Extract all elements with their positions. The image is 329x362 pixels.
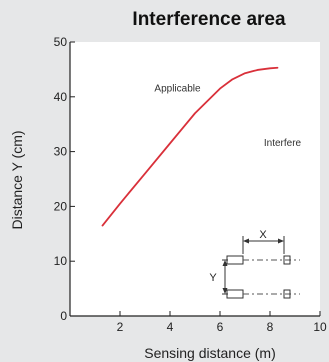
series-line <box>101 66 279 227</box>
y-dimension-label: Y <box>209 272 217 284</box>
x-axis-label: Sensing distance (m) <box>144 345 276 361</box>
annotation-layer: Applicable Interfere <box>154 83 301 149</box>
y-tick-label: 40 <box>54 90 68 104</box>
series-layer <box>101 66 279 227</box>
y-axis-label: Distance Y (cm) <box>9 130 25 229</box>
y-tick-label: 10 <box>54 254 68 268</box>
plot-area <box>69 42 320 317</box>
x-tick-label: 10 <box>313 320 327 334</box>
x-axis-ticks: 2 4 6 8 10 <box>117 311 327 334</box>
chart-title: Interference area <box>132 9 286 30</box>
plot-background <box>70 42 320 316</box>
region-annotation: Applicable <box>154 83 201 94</box>
region-annotation: Interfere <box>264 138 302 149</box>
x-tick-label: 4 <box>167 320 174 334</box>
x-tick-label: 8 <box>267 320 274 334</box>
receiver-bottom-icon <box>283 289 291 299</box>
sensor-inset-diagram: X Y <box>209 229 300 299</box>
x-dimension-label: X <box>259 229 267 241</box>
receiver-top-icon <box>283 255 291 265</box>
x-tick-label: 6 <box>217 320 224 334</box>
y-tick-label: 20 <box>54 199 68 213</box>
y-tick-label: 0 <box>60 309 67 323</box>
x-tick-label: 2 <box>117 320 124 334</box>
y-tick-label: 50 <box>54 35 68 49</box>
y-tick-label: 30 <box>54 145 68 159</box>
y-axis-ticks: 0 10 20 30 40 50 <box>54 35 75 323</box>
